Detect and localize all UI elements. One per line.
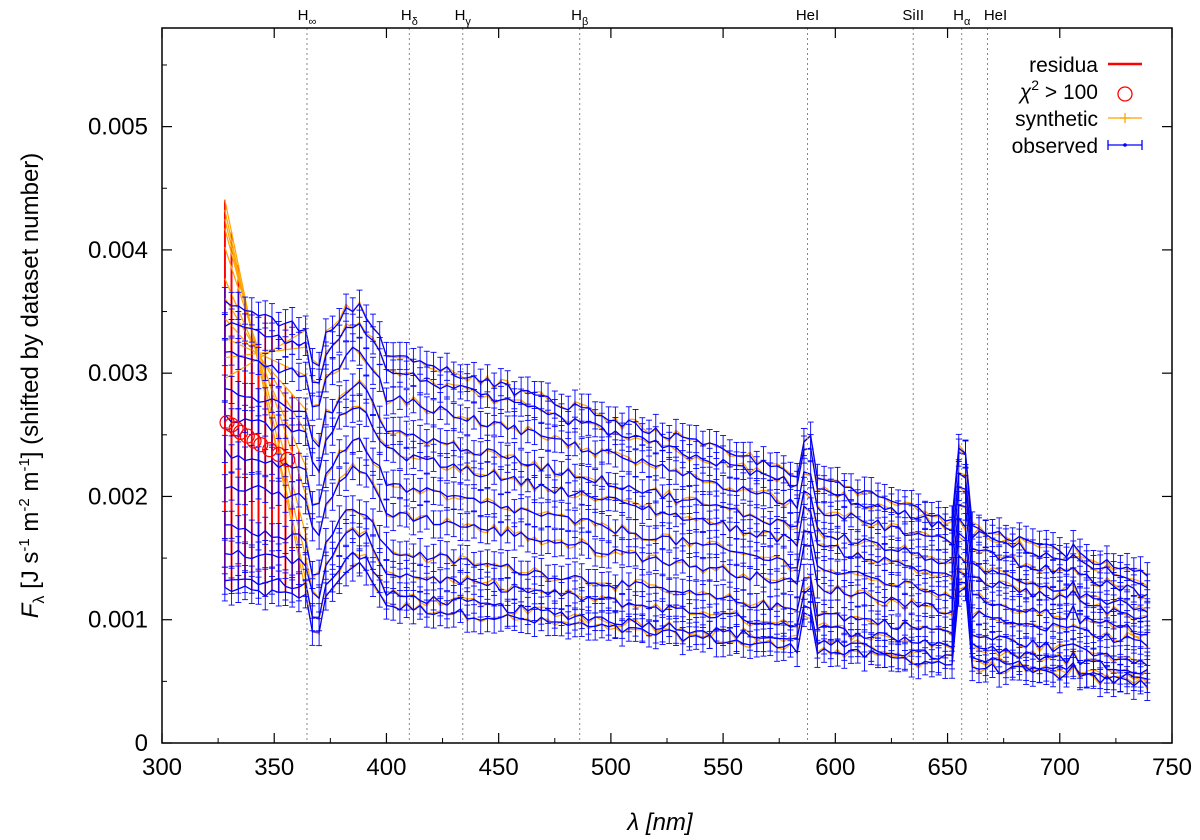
synthetic-line	[224, 247, 1148, 648]
plot-area	[219, 199, 1151, 701]
observed-line	[224, 508, 1148, 667]
synthetic-line	[224, 321, 1148, 587]
observed-line	[224, 551, 1148, 680]
observed-line	[224, 561, 1148, 688]
observed-line	[224, 437, 1148, 636]
synthetic-line	[224, 337, 1148, 602]
observed-line	[224, 381, 1148, 613]
observed-line	[224, 406, 1148, 620]
observed-line	[224, 346, 1148, 599]
observed-line	[224, 528, 1148, 675]
observed-series	[221, 286, 1151, 701]
synthetic-line	[224, 297, 1148, 622]
observed-line	[224, 465, 1148, 647]
